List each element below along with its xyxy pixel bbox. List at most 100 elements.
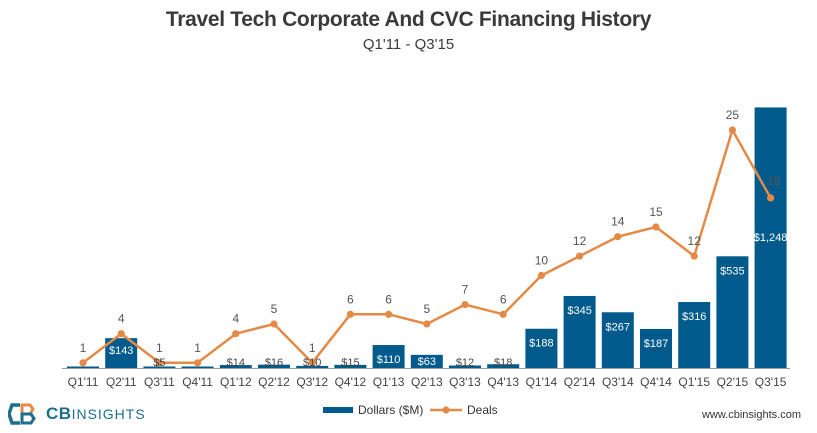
website-url: www.cbinsights.com	[701, 409, 801, 421]
x-tick-label-17: Q2'15	[717, 375, 749, 389]
chart-title: Travel Tech Corporate And CVC Financing …	[165, 8, 652, 31]
dollar-label-10: $12	[456, 357, 474, 369]
x-tick-label-0: Q1'11	[68, 375, 99, 389]
dollar-label-2: $5	[153, 357, 165, 369]
deals-label-18: 18	[767, 174, 781, 188]
dollar-label-15: $187	[644, 338, 668, 350]
x-tick-label-6: Q3'12	[296, 375, 328, 389]
bar-5	[258, 364, 290, 368]
legend-bar-swatch	[323, 407, 353, 413]
bar-11	[487, 364, 520, 368]
legend-line-marker	[442, 406, 450, 414]
deals-point-9	[423, 320, 431, 328]
deals-label-6: 1	[309, 341, 316, 355]
deals-point-8	[385, 310, 393, 318]
deals-point-15	[652, 223, 660, 231]
cbinsights-logo: CBINSIGHTS	[8, 403, 146, 425]
deals-label-14: 14	[611, 215, 625, 229]
x-tick-label-18: Q3'15	[755, 375, 787, 389]
cbinsights-logo-icon	[8, 403, 36, 425]
deals-point-2	[155, 359, 163, 367]
deals-point-16	[690, 252, 698, 260]
deals-point-1	[117, 330, 125, 338]
deals-label-4: 4	[232, 312, 239, 326]
deals-label-9: 5	[423, 302, 430, 316]
deals-label-8: 6	[385, 292, 392, 306]
x-tick-label-7: Q4'12	[335, 375, 367, 389]
legend-bar-label: Dollars ($M)	[358, 403, 423, 417]
dollar-label-13: $345	[567, 305, 591, 317]
deals-point-17	[728, 126, 737, 134]
x-tick-label-9: Q2'13	[411, 375, 443, 389]
deals-line	[82, 128, 772, 365]
dollar-label-11: $18	[494, 357, 512, 369]
deals-point-13	[576, 252, 584, 260]
deals-label-16: 12	[688, 234, 702, 248]
deals-label-0: 1	[80, 341, 87, 355]
x-tick-label-1: Q2'11	[106, 375, 137, 389]
bar-10	[449, 365, 481, 368]
deals-label-15: 15	[649, 205, 663, 219]
x-tick-label-3: Q4'11	[182, 375, 213, 389]
x-tick-label-2: Q3'11	[144, 375, 175, 389]
x-tick-label-10: Q3'13	[449, 375, 481, 389]
logo-light: INSIGHTS	[71, 406, 146, 422]
dollar-label-4: $14	[227, 357, 245, 369]
deals-label-5: 5	[271, 302, 278, 316]
x-tick-label-4: Q1'12	[220, 375, 252, 389]
deals-point-0	[79, 359, 87, 367]
x-tick-label-16: Q1'15	[678, 375, 710, 389]
deals-point-12	[537, 271, 546, 280]
legend-line-label: Deals	[467, 403, 498, 417]
bar-16	[678, 302, 711, 368]
x-tick-label-8: Q1'13	[373, 375, 405, 389]
deals-point-7	[346, 310, 354, 318]
deals-label-2: 1	[156, 341, 163, 355]
bar-9	[410, 354, 443, 368]
deals-point-5	[270, 320, 278, 328]
deals-label-11: 6	[500, 292, 507, 306]
dollar-label-12: $188	[529, 338, 553, 350]
bar-3	[181, 366, 214, 368]
logo-bold: CB	[46, 404, 72, 423]
chart-subtitle: Q1'11 - Q3'15	[362, 36, 455, 53]
bar-13	[563, 295, 596, 368]
bar-17	[716, 256, 749, 368]
dollar-label-8: $110	[377, 354, 401, 366]
bar-12	[525, 328, 558, 368]
dollar-label-6: $10	[303, 357, 321, 369]
deals-point-6	[308, 359, 316, 367]
deals-point-11	[499, 310, 507, 318]
deals-label-17: 25	[726, 108, 740, 122]
deals-label-10: 7	[462, 283, 469, 297]
deals-label-1: 4	[118, 312, 125, 326]
x-tick-label-5: Q2'12	[258, 375, 290, 389]
deals-point-3	[194, 359, 202, 367]
deals-point-18	[767, 194, 775, 202]
bar-7	[334, 364, 367, 368]
dollar-label-7: $15	[341, 357, 359, 369]
x-tick-label-12: Q1'14	[526, 375, 558, 389]
dollar-label-9: $63	[418, 356, 436, 368]
dollar-label-17: $535	[720, 265, 744, 277]
x-tick-label-14: Q3'14	[602, 375, 634, 389]
deals-label-3: 1	[194, 341, 201, 355]
deals-label-12: 10	[535, 254, 549, 268]
logo-text: CBINSIGHTS	[46, 404, 146, 424]
bar-14	[601, 312, 634, 368]
bar-18	[754, 107, 787, 368]
bar-15	[640, 328, 672, 368]
dollar-label-18: $1,248	[754, 232, 788, 244]
deals-label-13: 12	[573, 234, 587, 248]
bar-0	[67, 366, 99, 368]
deals-label-7: 6	[347, 292, 354, 306]
x-tick-label-15: Q4'14	[640, 375, 672, 389]
dollar-label-1: $143	[109, 345, 133, 357]
deals-point-14	[614, 233, 622, 241]
dollar-label-14: $267	[606, 321, 630, 333]
bar-6	[296, 365, 329, 368]
deals-point-10	[461, 301, 469, 309]
dollar-label-5: $16	[265, 357, 283, 369]
bar-2	[143, 366, 176, 368]
x-tick-label-13: Q2'14	[564, 375, 596, 389]
